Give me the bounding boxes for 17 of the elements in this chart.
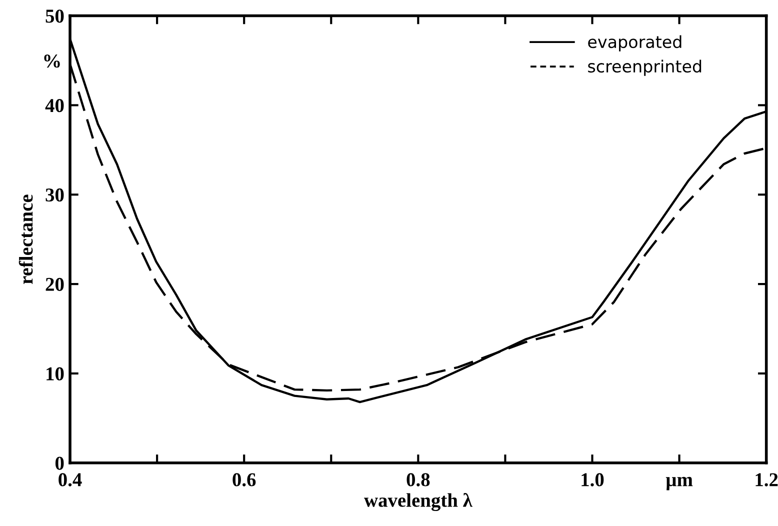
x-tick-label: 0.6 [232, 473, 256, 486]
y-axis-title: reflectance [18, 194, 33, 284]
y-tick-label: 30 [46, 188, 64, 202]
x-tick-label: 0.4 [58, 473, 82, 486]
x-tick-label: 0.8 [406, 473, 430, 486]
x-axis-title: wavelength λ [364, 493, 472, 511]
y-tick-label: 10 [46, 367, 64, 380]
text: % [44, 54, 60, 68]
y-tick-label: 0 [55, 456, 64, 470]
x-tick-label: 1.2 [756, 473, 778, 486]
x-tick-label: 1.0 [582, 473, 604, 486]
y-tick-label: 50 [46, 10, 64, 23]
y-tick-label: 40 [45, 99, 64, 112]
x-tick-label: µm [666, 476, 693, 490]
legend-label: evaporated [588, 35, 682, 52]
y-tick-label: 20 [46, 278, 64, 291]
legend-label: screenprinted [588, 60, 702, 76]
